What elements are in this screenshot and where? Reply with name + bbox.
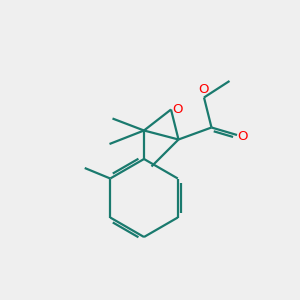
Text: O: O (172, 103, 183, 116)
Text: O: O (237, 130, 248, 143)
Text: O: O (198, 83, 209, 96)
